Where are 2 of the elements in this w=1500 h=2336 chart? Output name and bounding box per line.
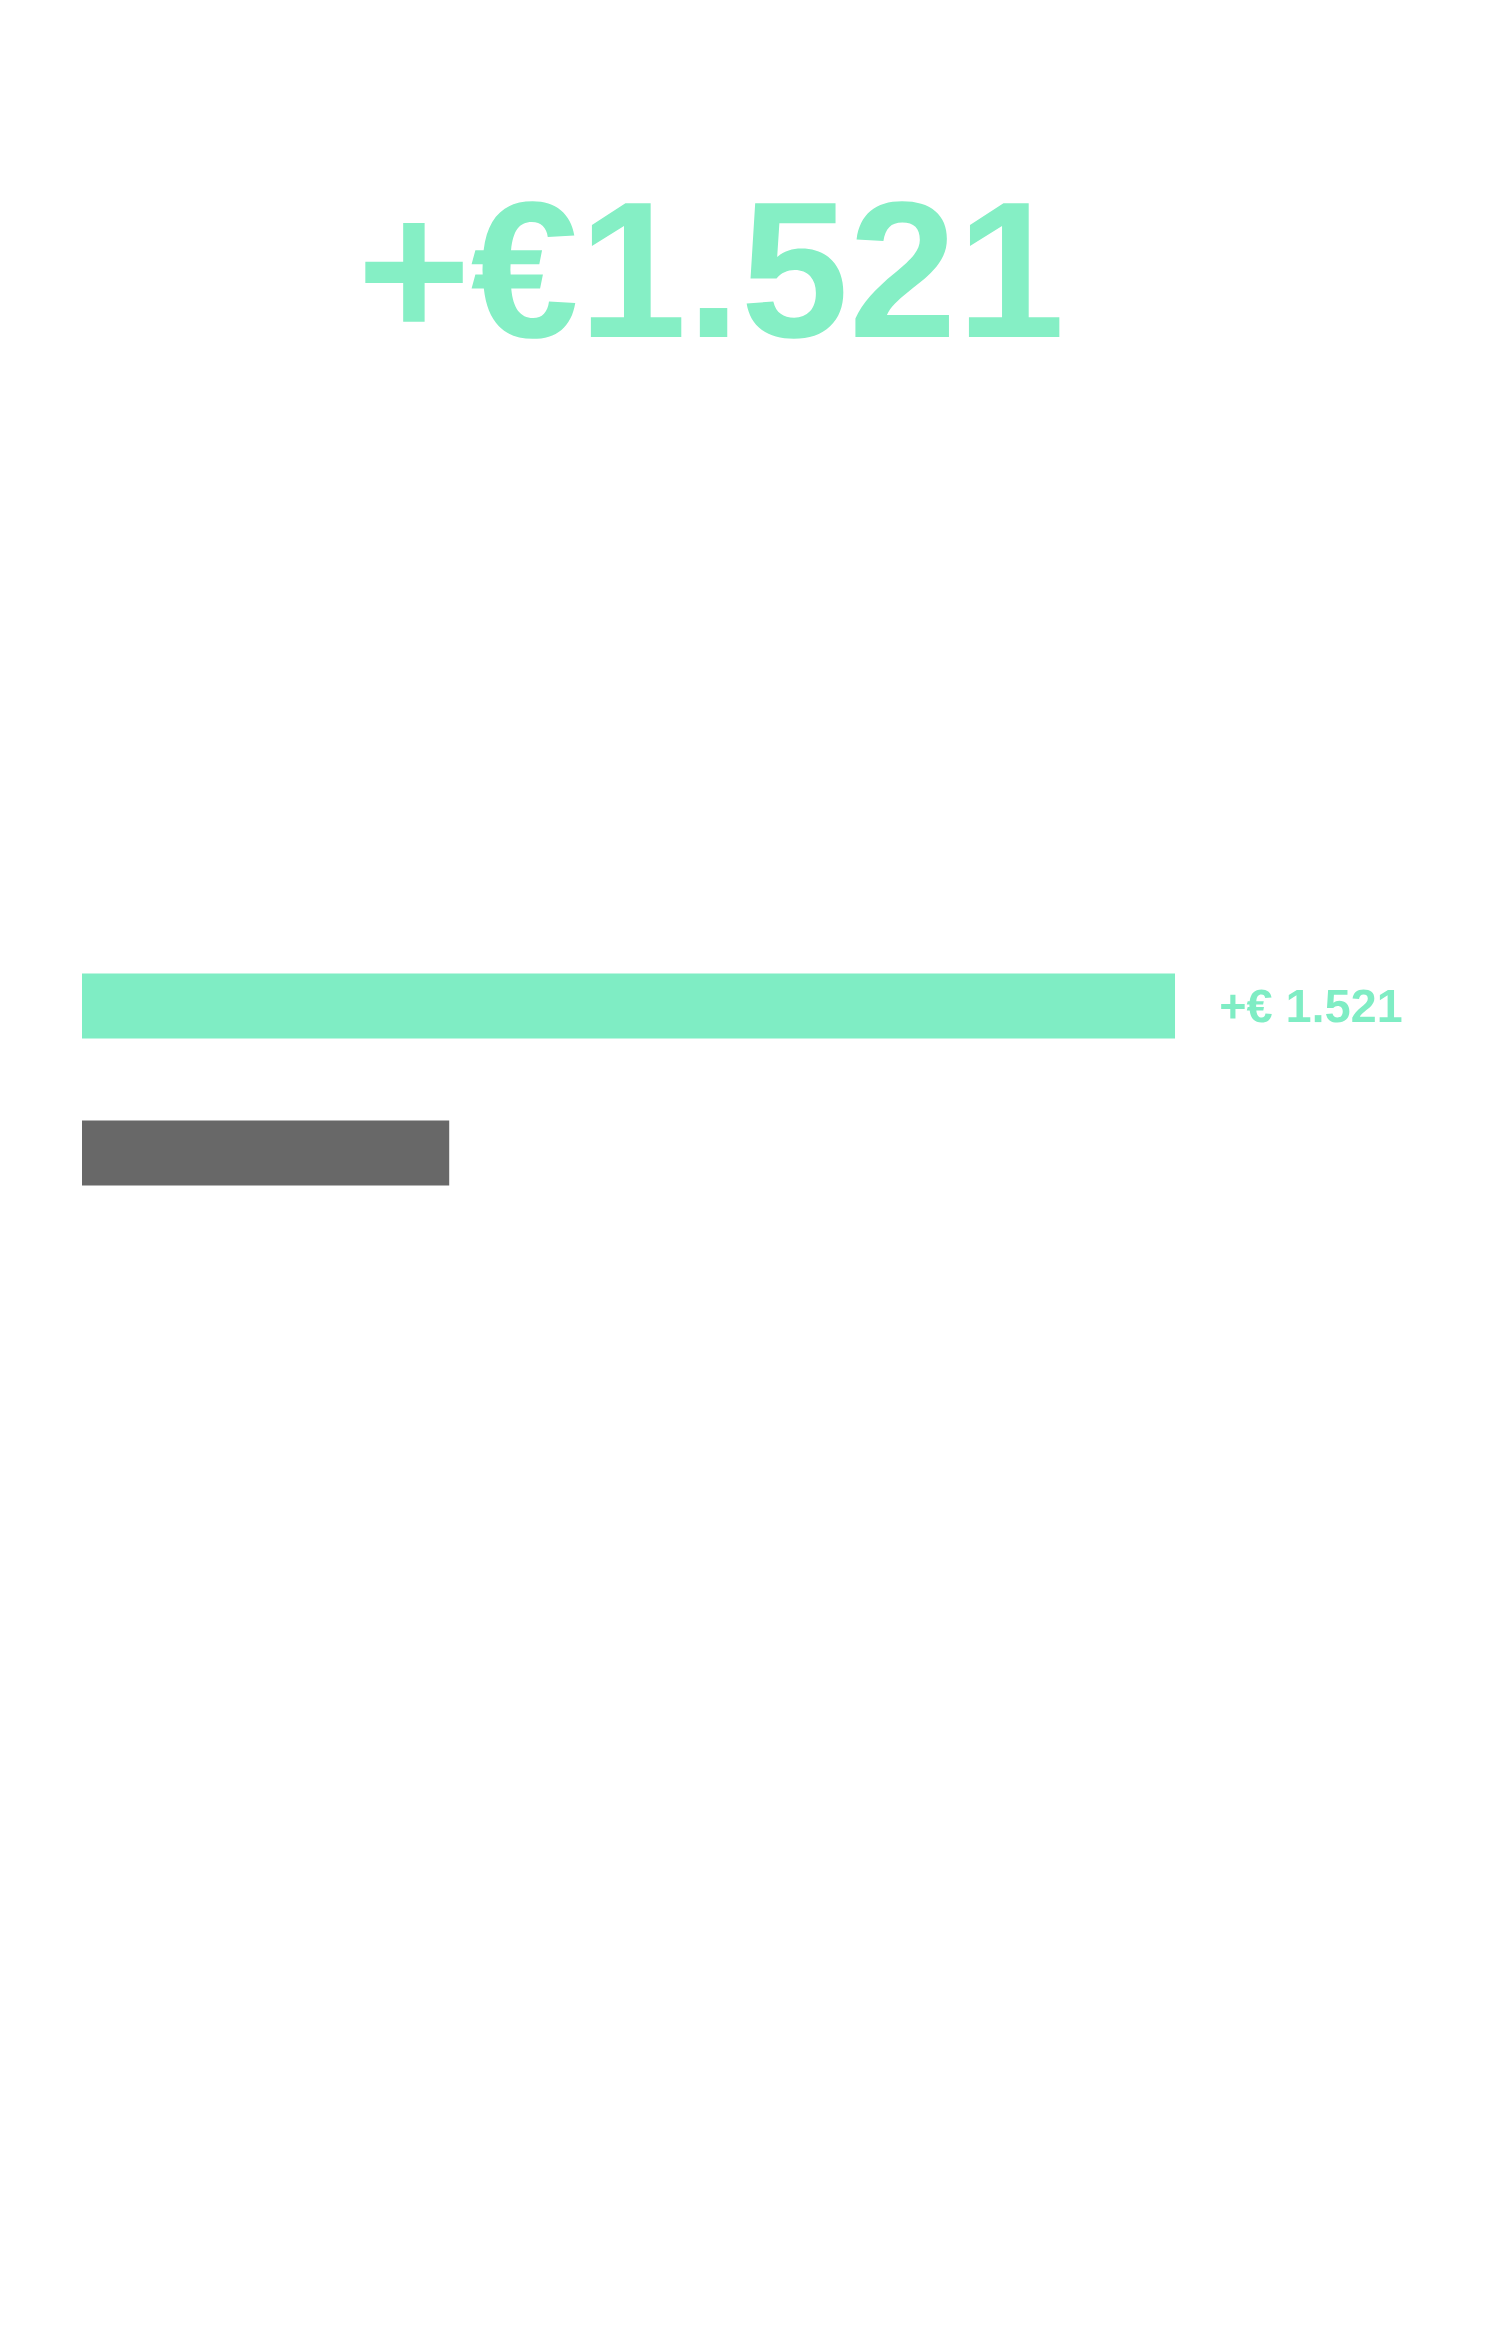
data-label: +€ 1.521 [1221, 989, 1402, 1023]
chart-title: +€1.521 [365, 201, 1060, 339]
